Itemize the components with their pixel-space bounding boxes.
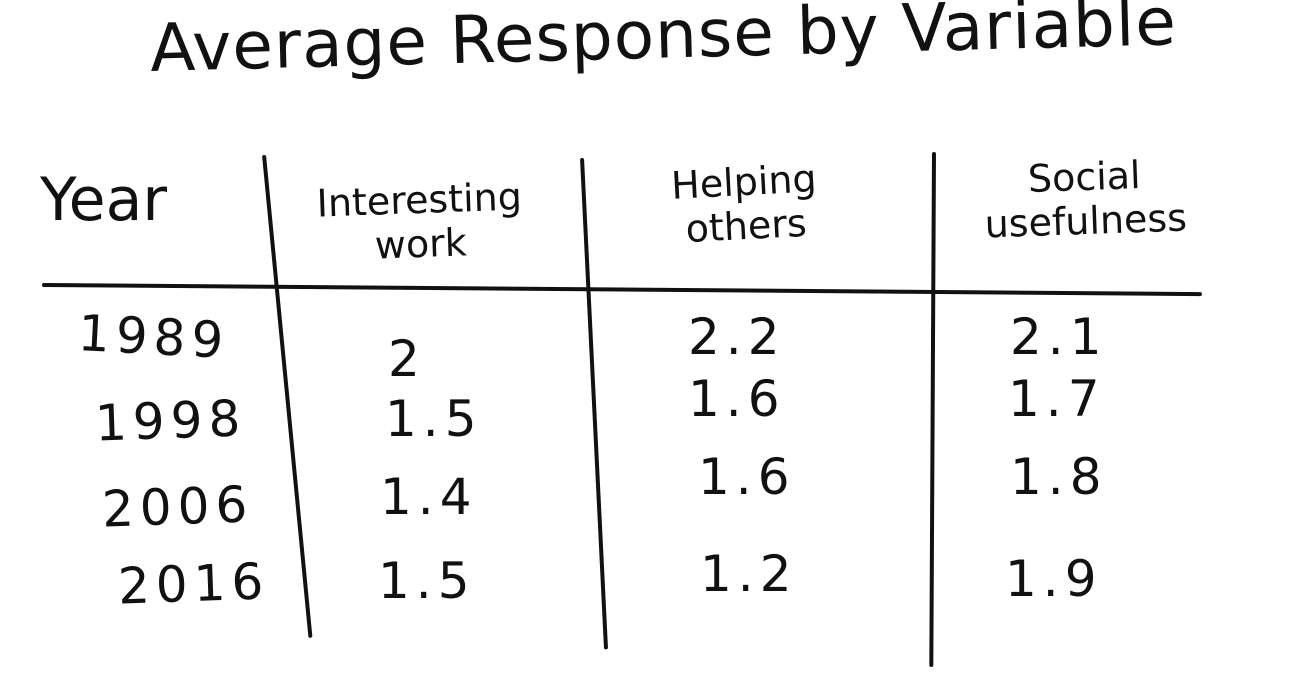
- table-cell-social-usefulness: 1.7: [1008, 370, 1106, 428]
- header-interesting-work-line1: Interesting: [315, 174, 523, 226]
- header-year: Year: [40, 165, 168, 235]
- table-cell-helping-others: 1.2: [700, 545, 798, 603]
- table-cell-social-usefulness: 1.8: [1010, 448, 1108, 506]
- table-cell-helping-others: 1.6: [688, 370, 786, 428]
- table-title: Average Response by Variable: [148, 0, 1178, 87]
- table-cell-interesting-work: 1.4: [380, 468, 478, 526]
- table-cell-helping-others: 2.2: [688, 308, 786, 366]
- header-social-usefulness: Social usefulness: [964, 151, 1207, 247]
- header-social-usefulness-line2: usefulness: [983, 195, 1188, 247]
- header-interesting-work-line2: work: [374, 220, 468, 268]
- table-cell-year: 2006: [101, 475, 255, 539]
- column-divider-3: [929, 151, 936, 668]
- header-helping-others: Helping others: [623, 154, 867, 254]
- table-cell-year: 1998: [94, 389, 248, 453]
- table-cell-interesting-work: 1.5: [385, 390, 483, 448]
- table-cell-year: 1989: [76, 304, 231, 370]
- header-interesting-work: Interesting work: [299, 174, 542, 270]
- table-cell-interesting-work: 1.5: [378, 552, 476, 610]
- table-cell-social-usefulness: 1.9: [1005, 550, 1103, 608]
- header-underline: [41, 283, 1202, 297]
- column-divider-2: [580, 157, 609, 650]
- table-cell-helping-others: 1.6: [698, 448, 796, 506]
- table-cell-interesting-work: 2: [388, 330, 426, 388]
- table-cell-social-usefulness: 2.1: [1010, 308, 1108, 366]
- table-cell-year: 2016: [117, 552, 271, 616]
